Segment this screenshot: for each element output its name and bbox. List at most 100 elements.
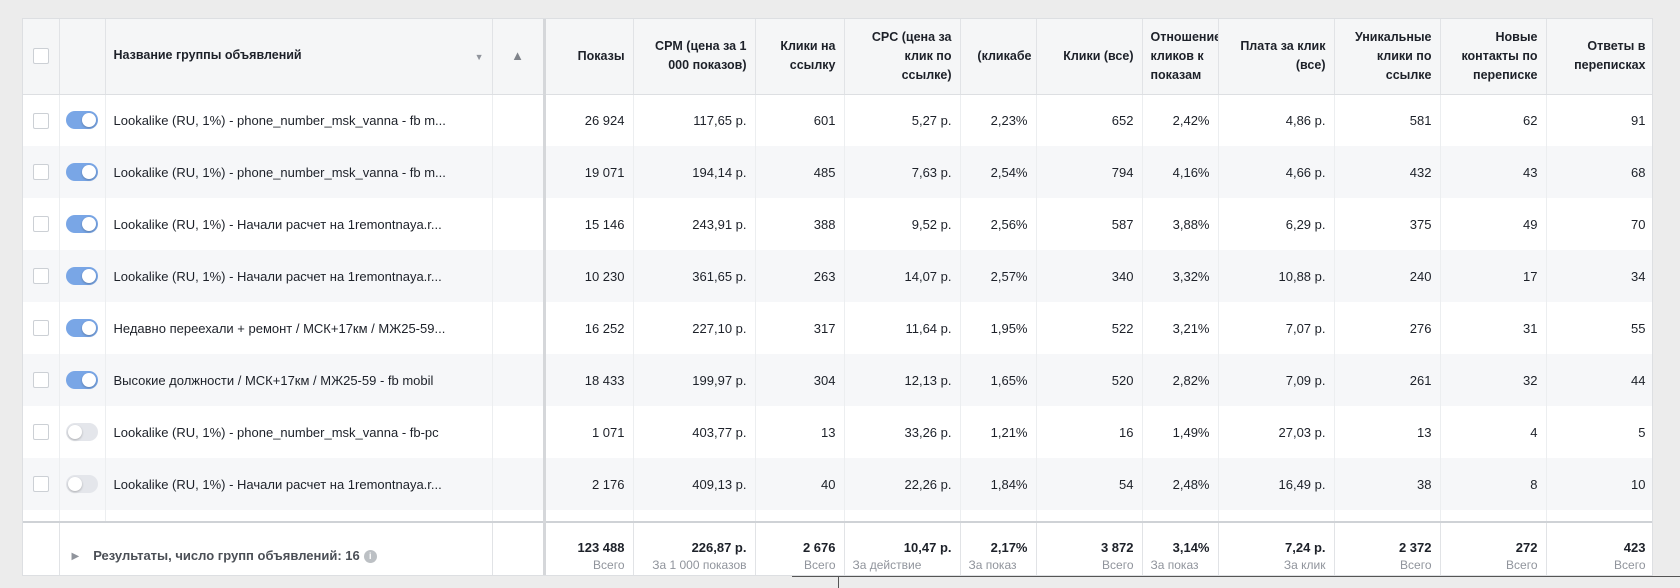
column-header-cpc[interactable]: CPC (цена за клик по ссылке) — [844, 19, 961, 95]
status-toggle[interactable] — [66, 423, 98, 441]
ad-set-name-link[interactable]: Lookalike (RU, 1%) - Начали расчет на 1r… — [105, 198, 493, 250]
column-header-delivery-warning[interactable]: ▲ — [492, 19, 546, 95]
replies-cell: 91 — [1546, 94, 1652, 146]
impressions-cell: 18 433 — [544, 354, 634, 406]
column-header-ctr-all[interactable]: Отношение кликов к показам — [1142, 19, 1219, 95]
status-toggle[interactable] — [66, 215, 98, 233]
row-select-cell[interactable] — [23, 406, 60, 458]
new-contacts-cell: 17 — [1440, 250, 1547, 302]
horizontal-scrollbar-track[interactable] — [792, 576, 1680, 577]
table-row[interactable]: Lookalike (RU, 1%) - Начали расчет на 1r… — [23, 250, 1652, 302]
cpm-cell: 403,77 р. — [633, 406, 756, 458]
row-checkbox[interactable] — [32, 476, 49, 493]
link-clicks-cell: 317 — [755, 302, 845, 354]
totals-spacer — [23, 521, 60, 575]
column-header-unique-link-clicks[interactable]: Уникальные клики по ссылке — [1334, 19, 1441, 95]
ad-set-name-link[interactable]: Lookalike (RU, 1%) - Начали расчет на 1r… — [105, 458, 493, 510]
column-header-ctr[interactable]: (кликабе — [960, 19, 1037, 95]
ad-set-name-link[interactable]: Lookalike (RU, 1%) - phone_number_msk_va… — [105, 94, 493, 146]
row-toggle-cell[interactable] — [59, 94, 106, 146]
column-header-new-contacts[interactable]: Новые контакты по переписке — [1440, 19, 1547, 95]
ad-set-name-link[interactable]: Lookalike (RU, 1%) - Начали расчет на 1r… — [105, 250, 493, 302]
cost-per-click-all-cell: 7,07 р. — [1218, 302, 1335, 354]
totals-warning-spacer — [492, 521, 546, 575]
toggle-knob — [82, 217, 96, 231]
row-select-cell[interactable] — [23, 458, 60, 510]
row-checkbox[interactable] — [32, 164, 49, 181]
ad-set-name-link[interactable]: Lookalike (RU, 1%) - phone_number_msk_va… — [105, 146, 493, 198]
delivery-warning-cell — [492, 94, 546, 146]
row-toggle-cell[interactable] — [59, 302, 106, 354]
replies-cell: 70 — [1546, 198, 1652, 250]
table-row[interactable]: Lookalike (RU, 1%) - phone_number_msk_va… — [23, 406, 1652, 458]
column-header-link-clicks[interactable]: Клики на ссылку — [755, 19, 845, 95]
row-checkbox[interactable] — [32, 424, 49, 441]
delivery-warning-cell — [492, 406, 546, 458]
row-select-cell[interactable] — [23, 250, 60, 302]
status-toggle[interactable] — [66, 267, 98, 285]
status-toggle[interactable] — [66, 475, 98, 493]
column-header-name[interactable]: Название группы объявлений ▼ — [105, 19, 493, 95]
impressions-cell: 26 924 — [544, 94, 634, 146]
row-toggle-cell[interactable] — [59, 146, 106, 198]
row-select-cell[interactable] — [23, 146, 60, 198]
row-select-cell[interactable] — [23, 354, 60, 406]
clicks-all-cell: 794 — [1036, 146, 1143, 198]
ad-set-name-link[interactable]: Lookalike (RU, 1%) - phone_number_msk_va… — [105, 406, 493, 458]
ctr-cell: 2,54% — [960, 146, 1037, 198]
row-checkbox[interactable] — [32, 268, 49, 285]
row-toggle-cell[interactable] — [59, 250, 106, 302]
replies-cell: 68 — [1546, 146, 1652, 198]
ad-set-name-link[interactable]: Недавно переехали + ремонт / МСК+17км / … — [105, 302, 493, 354]
column-header-replies[interactable]: Ответы в переписках — [1546, 19, 1652, 95]
chevron-right-icon[interactable]: ▶ — [71, 551, 80, 563]
cost-per-click-all-cell: 4,66 р. — [1218, 146, 1335, 198]
row-select-cell[interactable] — [23, 302, 60, 354]
row-toggle-cell[interactable] — [59, 354, 106, 406]
table-row[interactable]: Lookalike (RU, 1%) - phone_number_msk_va… — [23, 146, 1652, 198]
cpm-cell: 361,65 р. — [633, 250, 756, 302]
column-header-cost-per-click-all[interactable]: Плата за клик (все) — [1218, 19, 1335, 95]
status-toggle[interactable] — [66, 163, 98, 181]
status-toggle[interactable] — [66, 371, 98, 389]
row-toggle-cell[interactable] — [59, 458, 106, 510]
toggle-knob — [82, 373, 96, 387]
select-all-header[interactable] — [23, 19, 60, 95]
row-select-cell[interactable] — [23, 198, 60, 250]
table-row[interactable]: Lookalike (RU, 1%) - Начали расчет на 1r… — [23, 198, 1652, 250]
ctr-cell: 1,95% — [960, 302, 1037, 354]
cost-per-click-all-cell: 4,86 р. — [1218, 94, 1335, 146]
cpm-cell: 227,10 р. — [633, 302, 756, 354]
ctr-all-cell: 2,48% — [1142, 458, 1219, 510]
ad-set-name-link[interactable]: Высокие должности / МСК+17км / МЖ25-59 -… — [105, 354, 493, 406]
toggle-knob — [68, 425, 82, 439]
cost-per-click-all-cell: 16,49 р. — [1218, 458, 1335, 510]
results-summary-label: Результаты, число групп объявлений: 16 — [93, 548, 360, 564]
chevron-down-icon[interactable]: ▼ — [474, 51, 484, 62]
status-toggle[interactable] — [66, 319, 98, 337]
table-header-row: Название группы объявлений ▼ ▲ Показы CPM… — [23, 19, 1652, 95]
column-header-impressions[interactable]: Показы — [544, 19, 634, 95]
clicks-all-cell: 587 — [1036, 198, 1143, 250]
total-unique-link-clicks: 2 372 Всего — [1334, 521, 1441, 575]
row-toggle-cell[interactable] — [59, 406, 106, 458]
info-icon[interactable]: i — [363, 549, 377, 563]
row-checkbox[interactable] — [32, 112, 49, 129]
toggle-knob — [82, 269, 96, 283]
row-checkbox[interactable] — [32, 216, 49, 233]
column-header-cpm[interactable]: CPM (цена за 1 000 показов) — [633, 19, 756, 95]
row-checkbox[interactable] — [32, 320, 49, 337]
cpc-cell: 7,63 р. — [844, 146, 961, 198]
table-row[interactable]: Недавно переехали + ремонт / МСК+17км / … — [23, 302, 1652, 354]
ctr-all-cell: 3,88% — [1142, 198, 1219, 250]
row-toggle-cell[interactable] — [59, 198, 106, 250]
table-row[interactable]: Lookalike (RU, 1%) - phone_number_msk_va… — [23, 94, 1652, 146]
select-all-checkbox[interactable] — [32, 48, 49, 65]
table-row[interactable]: Высокие должности / МСК+17км / МЖ25-59 -… — [23, 354, 1652, 406]
table-row[interactable]: Lookalike (RU, 1%) - Начали расчет на 1r… — [23, 458, 1652, 510]
totals-label-cell[interactable]: ▶ Результаты, число групп объявлений: 16 i — [59, 521, 493, 575]
column-header-clicks-all[interactable]: Клики (все) — [1036, 19, 1143, 95]
status-toggle[interactable] — [66, 111, 98, 130]
row-select-cell[interactable] — [23, 94, 60, 146]
row-checkbox[interactable] — [32, 372, 49, 389]
